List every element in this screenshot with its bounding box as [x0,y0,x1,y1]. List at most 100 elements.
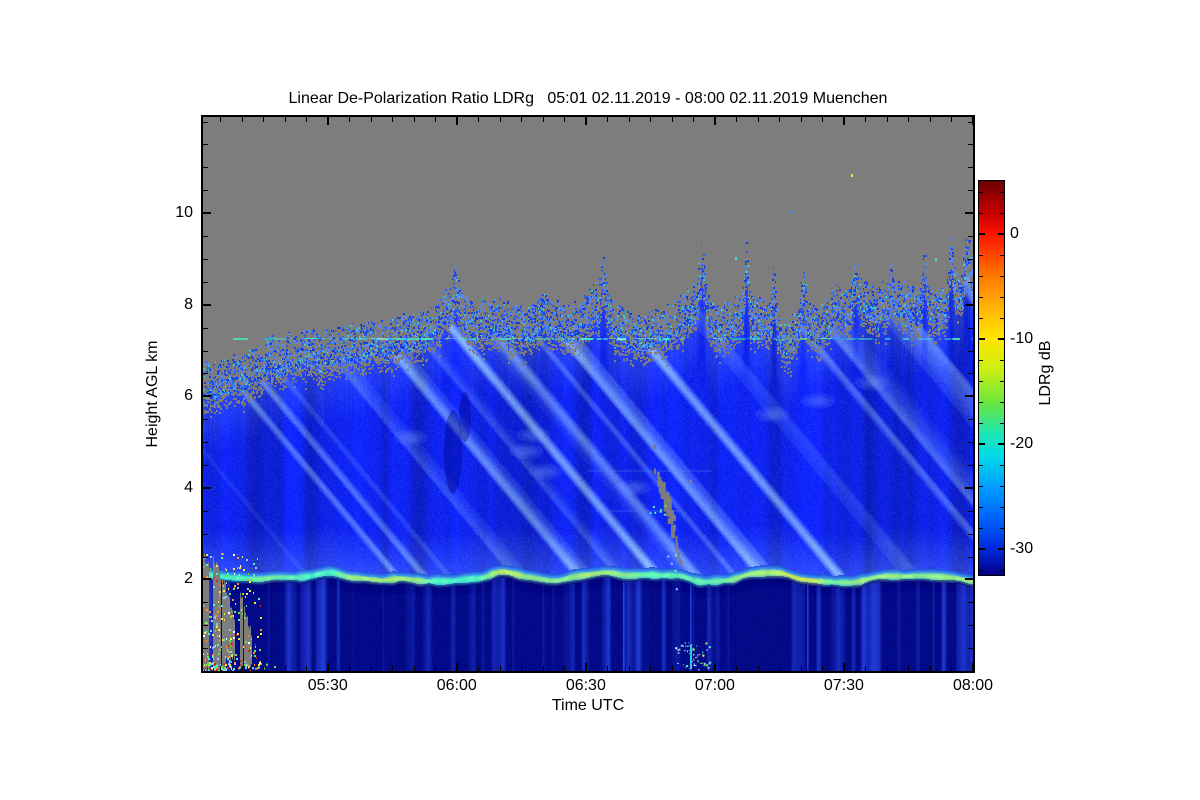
colorbar-minor-tick [979,506,983,508]
x-major-tick [842,663,845,671]
y-major-tick [965,486,973,489]
x-minor-tick [521,117,523,122]
colorbar-major-tick [979,232,985,235]
y-minor-tick [203,648,208,650]
x-major-tick [842,117,845,125]
y-minor-tick [203,258,208,260]
colorbar-tick-label: -10 [1010,329,1034,347]
colorbar-major-tick [979,547,985,550]
colorbar-minor-tick [1000,275,1004,277]
y-minor-tick [968,625,973,627]
x-axis-label: Time UTC [551,697,625,714]
colorbar-minor-tick [1000,317,1004,319]
y-minor-tick [203,533,208,535]
y-minor-tick [203,167,208,169]
colorbar-minor-tick [979,254,983,256]
y-major-tick [965,303,973,306]
y-minor-tick [968,144,973,146]
x-minor-tick [435,666,437,671]
x-minor-tick [521,666,523,671]
colorbar-minor-tick [979,380,983,382]
x-minor-tick [542,117,544,122]
y-minor-tick [968,556,973,558]
colorbar-minor-tick [979,401,983,403]
colorbar-minor-tick [1000,569,1004,571]
x-minor-tick [865,117,867,122]
x-minor-tick [671,666,673,671]
colorbar-minor-tick [1000,296,1004,298]
y-minor-tick [968,648,973,650]
x-minor-tick [370,117,372,122]
x-minor-tick [370,666,372,671]
y-minor-tick [203,236,208,238]
x-minor-tick [951,117,953,122]
x-major-tick [326,663,329,671]
y-minor-tick [203,625,208,627]
colorbar-canvas [978,180,1005,576]
y-minor-tick [203,121,208,123]
colorbar-minor-tick [1000,464,1004,466]
y-major-tick [965,395,973,398]
x-minor-tick [800,117,802,122]
y-major-tick [203,303,211,306]
x-minor-tick [220,117,222,122]
y-minor-tick [968,533,973,535]
x-minor-tick [757,117,759,122]
colorbar-label: LDRg dB [1037,340,1054,406]
y-minor-tick [203,281,208,283]
x-minor-tick [779,117,781,122]
y-minor-tick [968,121,973,123]
x-minor-tick [478,666,480,671]
x-minor-tick [284,117,286,122]
x-minor-tick [392,117,394,122]
y-tick-label: 10 [175,204,193,222]
x-minor-tick [349,117,351,122]
x-minor-tick [435,117,437,122]
colorbar-major-tick [998,232,1004,235]
colorbar-minor-tick [1000,254,1004,256]
colorbar-minor-tick [979,359,983,361]
y-minor-tick [968,464,973,466]
x-minor-tick [241,117,243,122]
y-minor-tick [968,281,973,283]
colorbar-minor-tick [979,422,983,424]
x-minor-tick [671,117,673,122]
colorbar-major-tick [979,442,985,445]
x-minor-tick [628,666,630,671]
x-minor-tick [736,666,738,671]
y-minor-tick [203,602,208,604]
x-minor-tick [693,117,695,122]
x-minor-tick [607,666,609,671]
x-major-tick [972,117,974,125]
plot-title: Linear De-Polarization Ratio LDRg 05:01 … [288,90,888,107]
y-tick-label: 4 [184,478,193,496]
x-major-tick [713,117,716,125]
x-minor-tick [306,666,308,671]
colorbar-major-tick [998,442,1004,445]
x-minor-tick [263,117,265,122]
x-minor-tick [908,117,910,122]
x-minor-tick [628,117,630,122]
colorbar-minor-tick [979,317,983,319]
x-tick-label: 05:30 [307,677,348,694]
y-minor-tick [968,350,973,352]
colorbar-minor-tick [1000,527,1004,529]
x-minor-tick [349,666,351,671]
colorbar-minor-tick [979,527,983,529]
colorbar-minor-tick [1000,212,1004,214]
x-tick-label: 06:30 [565,677,606,694]
y-major-tick [203,212,211,215]
y-minor-tick [203,144,208,146]
x-minor-tick [392,666,394,671]
colorbar-tick-label: 0 [1010,224,1019,242]
y-minor-tick [203,419,208,421]
y-major-tick [965,578,973,581]
x-minor-tick [499,666,501,671]
y-minor-tick [203,327,208,329]
y-minor-tick [968,167,973,169]
colorbar-major-tick [998,337,1004,340]
y-minor-tick [968,442,973,444]
x-minor-tick [693,666,695,671]
y-minor-tick [968,373,973,375]
